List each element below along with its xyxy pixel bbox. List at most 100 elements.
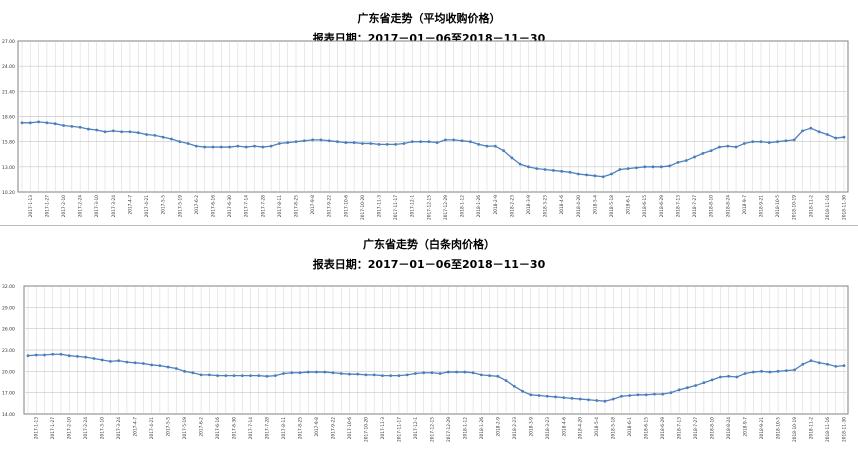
x-tick-label: 2017-7-28 <box>265 417 271 440</box>
data-point <box>219 145 223 149</box>
panel-divider <box>0 225 858 226</box>
x-tick-label: 2018-10-19 <box>792 195 798 220</box>
x-tick-label: 2017-6-30 <box>232 417 238 440</box>
chart-title: 广东省走势（白条肉价格） <box>363 238 495 251</box>
data-point <box>43 353 46 357</box>
x-tick-label: 2018-1-26 <box>479 417 485 440</box>
data-point <box>842 135 846 139</box>
x-tick-label: 2017-8-11 <box>277 195 283 218</box>
data-point <box>693 155 696 159</box>
x-tick-label: 2018-6-1 <box>626 195 632 215</box>
data-point <box>751 370 755 374</box>
x-tick-label: 2017-12-29 <box>443 195 449 220</box>
data-point <box>743 372 747 375</box>
data-point <box>568 170 572 174</box>
x-tick-label: 2017-10-20 <box>363 417 369 442</box>
data-point <box>178 140 182 144</box>
x-tick-label: 2018-10-5 <box>775 195 781 218</box>
data-point <box>394 142 398 146</box>
x-tick-label: 2018-1-12 <box>460 195 466 218</box>
data-point <box>521 389 524 393</box>
data-point <box>585 173 589 177</box>
x-tick-label: 2017-3-24 <box>116 417 122 440</box>
x-tick-label: 2017-2-10 <box>67 417 73 440</box>
data-point <box>37 120 41 124</box>
data-point <box>618 168 622 171</box>
data-point <box>253 144 256 148</box>
data-point <box>364 373 368 377</box>
chart-title: 广东省走势（平均收购价格） <box>357 12 501 25</box>
data-point <box>587 398 590 402</box>
data-point <box>161 135 165 139</box>
x-tick-label: 2017-10-6 <box>343 195 349 218</box>
data-point <box>141 362 145 365</box>
x-tick-label: 2018-5-18 <box>611 417 617 440</box>
data-point <box>207 373 211 377</box>
data-point <box>430 371 434 375</box>
x-tick-label: 2017-6-2 <box>194 195 200 215</box>
x-tick-label: 2017-12-1 <box>410 195 416 218</box>
x-tick-label: 2017-8-25 <box>294 195 300 218</box>
data-point <box>653 392 656 396</box>
data-point <box>834 136 838 140</box>
data-point <box>277 142 281 145</box>
data-point <box>377 142 381 146</box>
data-point <box>676 160 680 164</box>
data-point <box>643 165 647 169</box>
data-point <box>361 142 364 145</box>
data-point <box>611 397 615 401</box>
data-point <box>601 175 605 179</box>
data-point <box>111 129 115 133</box>
data-point <box>768 370 772 374</box>
data-point <box>125 360 129 364</box>
data-point <box>635 166 638 170</box>
data-point <box>677 388 681 392</box>
data-point <box>306 370 310 374</box>
data-point <box>191 371 195 375</box>
data-point <box>62 124 65 127</box>
data-point <box>298 371 302 375</box>
data-point <box>265 374 269 378</box>
x-tick-label: 2017-6-16 <box>210 195 216 218</box>
data-point <box>128 130 132 134</box>
x-tick-label: 2017-9-8 <box>310 195 316 215</box>
data-point <box>100 358 104 362</box>
y-tick-label: 27.00 <box>2 39 15 45</box>
x-tick-label: 2017-3-10 <box>100 417 106 440</box>
data-point <box>834 364 838 368</box>
data-point <box>327 139 331 143</box>
x-tick-label: 2017-11-17 <box>396 417 402 442</box>
data-point <box>603 399 607 403</box>
data-point <box>718 145 721 149</box>
data-point <box>502 149 505 153</box>
data-point <box>67 354 71 358</box>
data-point <box>240 374 244 377</box>
data-point <box>150 363 154 367</box>
data-point <box>460 139 464 143</box>
data-point <box>224 374 228 377</box>
data-point <box>455 370 459 374</box>
data-point <box>427 140 431 144</box>
data-point <box>504 379 508 382</box>
data-point <box>397 374 401 377</box>
data-point <box>145 133 148 136</box>
data-point <box>257 374 261 377</box>
x-tick-label: 2017-5-5 <box>166 417 172 437</box>
data-point <box>59 352 63 356</box>
data-point <box>294 140 298 144</box>
data-point <box>527 165 530 169</box>
x-tick-label: 2018-4-20 <box>578 417 584 440</box>
data-point <box>95 128 99 132</box>
data-point <box>593 174 597 178</box>
y-tick-label: 29.00 <box>2 305 15 311</box>
line-chart-average-purchase-price: 27.00 24.00 21.40 18.60 15.80 13.00 10.20 2017-… <box>2 39 849 220</box>
data-point <box>554 395 557 399</box>
data-point <box>352 141 356 144</box>
data-point <box>103 130 107 134</box>
data-point <box>551 169 555 172</box>
data-point <box>410 140 414 144</box>
data-point <box>236 144 240 148</box>
data-point <box>759 140 763 144</box>
data-point <box>659 165 663 169</box>
data-point <box>92 357 96 360</box>
